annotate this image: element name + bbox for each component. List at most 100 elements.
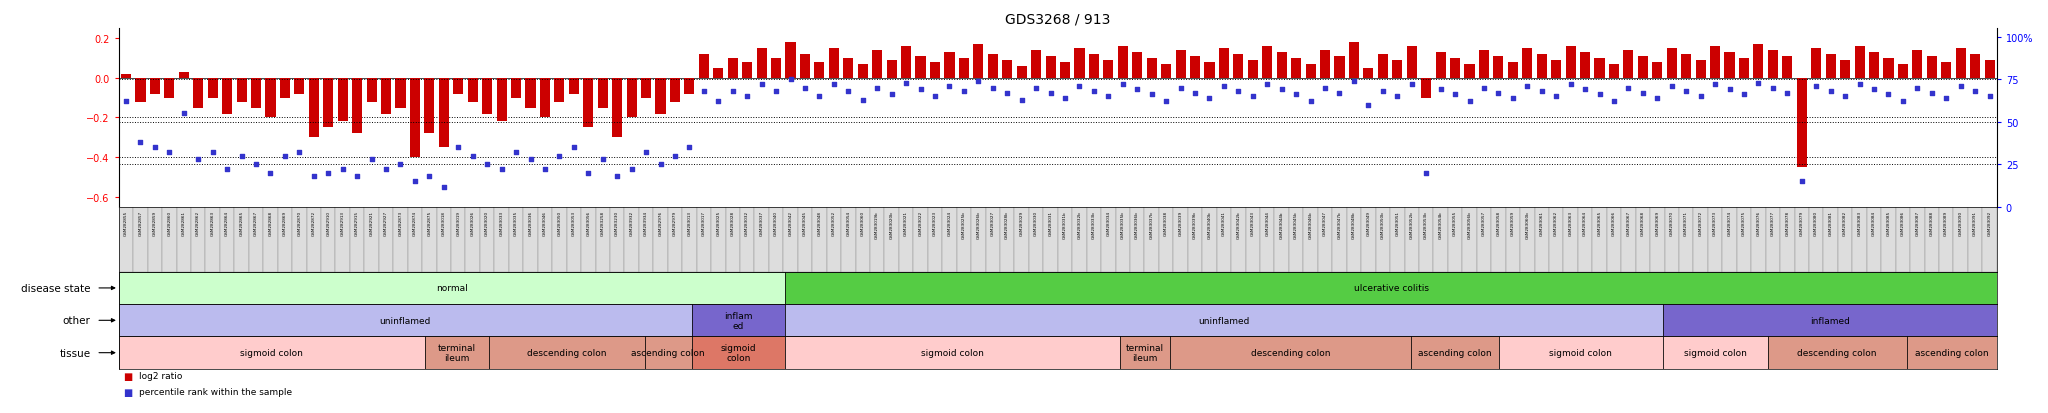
Bar bbox=[147, 207, 162, 272]
Bar bbox=[1710, 47, 1720, 78]
Point bbox=[586, 157, 618, 163]
Text: GSM282867: GSM282867 bbox=[254, 211, 258, 236]
Text: disease state: disease state bbox=[20, 283, 90, 293]
Bar bbox=[872, 51, 883, 78]
Bar bbox=[1855, 47, 1864, 78]
Text: GSM283068: GSM283068 bbox=[1640, 211, 1645, 236]
Bar bbox=[1462, 207, 1477, 272]
Point bbox=[1640, 95, 1673, 102]
Bar bbox=[899, 207, 913, 272]
Text: GSM282857: GSM282857 bbox=[139, 211, 143, 236]
Text: GSM283060b: GSM283060b bbox=[1526, 211, 1530, 238]
Text: percentile rank within the sample: percentile rank within the sample bbox=[139, 387, 293, 396]
Bar bbox=[610, 207, 625, 272]
Point bbox=[197, 150, 229, 157]
Bar bbox=[1133, 53, 1143, 78]
Bar bbox=[1622, 207, 1636, 272]
Bar bbox=[1911, 207, 1925, 272]
Text: GSM283075: GSM283075 bbox=[1743, 211, 1747, 236]
Point bbox=[1280, 92, 1313, 99]
Bar bbox=[598, 78, 608, 108]
Text: sigmoid colon: sigmoid colon bbox=[240, 348, 303, 357]
Point bbox=[717, 88, 750, 95]
Point bbox=[1800, 83, 1833, 90]
Point bbox=[934, 83, 967, 90]
Point bbox=[1683, 94, 1716, 100]
Text: GSM283060: GSM283060 bbox=[860, 211, 864, 236]
Bar bbox=[1579, 53, 1589, 78]
Text: GSM283053b: GSM283053b bbox=[1423, 211, 1427, 238]
Bar bbox=[625, 207, 639, 272]
Text: GSM282872: GSM282872 bbox=[311, 211, 315, 236]
Point bbox=[831, 88, 864, 95]
Bar bbox=[582, 207, 596, 272]
Text: GSM282860: GSM282860 bbox=[168, 211, 172, 236]
Bar bbox=[1913, 51, 1923, 78]
Bar bbox=[424, 337, 489, 369]
Text: GSM283089: GSM283089 bbox=[1944, 211, 1948, 236]
Point bbox=[268, 153, 301, 160]
Bar bbox=[1274, 207, 1288, 272]
Bar bbox=[856, 207, 870, 272]
Text: GSM283017: GSM283017 bbox=[702, 211, 707, 236]
Point bbox=[1266, 87, 1298, 93]
Bar bbox=[436, 207, 451, 272]
Text: GSM283077: GSM283077 bbox=[1772, 211, 1776, 236]
Text: GSM283057: GSM283057 bbox=[1483, 211, 1487, 236]
Bar bbox=[381, 78, 391, 114]
Point bbox=[1006, 97, 1038, 104]
Point bbox=[1135, 92, 1167, 99]
Bar bbox=[1638, 57, 1649, 78]
Bar bbox=[1477, 207, 1491, 272]
Point bbox=[543, 153, 575, 160]
Text: uninflamed: uninflamed bbox=[379, 316, 430, 325]
Bar bbox=[1333, 207, 1348, 272]
Bar bbox=[1694, 207, 1708, 272]
Bar bbox=[119, 272, 786, 304]
Point bbox=[1929, 95, 1962, 102]
Bar bbox=[844, 59, 854, 78]
Bar bbox=[786, 304, 1663, 337]
Text: GSM283019b: GSM283019b bbox=[874, 211, 879, 238]
Text: GSM283050: GSM283050 bbox=[557, 211, 561, 236]
Text: GSM282979: GSM282979 bbox=[674, 211, 678, 236]
Bar bbox=[985, 207, 999, 272]
Bar bbox=[1288, 207, 1303, 272]
Text: GSM283039: GSM283039 bbox=[1178, 211, 1182, 236]
Bar bbox=[682, 207, 696, 272]
Text: GSM283079: GSM283079 bbox=[1800, 211, 1804, 236]
Bar bbox=[858, 64, 868, 78]
Bar bbox=[481, 78, 492, 114]
Bar bbox=[1870, 53, 1880, 78]
Text: GSM283032: GSM283032 bbox=[745, 211, 750, 236]
Bar bbox=[1595, 59, 1604, 78]
Text: GSM283018: GSM283018 bbox=[442, 211, 446, 236]
Point bbox=[1106, 82, 1139, 88]
Text: GSM283080: GSM283080 bbox=[1815, 211, 1819, 236]
Text: GSM282855: GSM282855 bbox=[125, 211, 129, 236]
Bar bbox=[1577, 207, 1591, 272]
Text: terminal
ileum: terminal ileum bbox=[438, 343, 475, 363]
Bar bbox=[928, 207, 942, 272]
Bar bbox=[1491, 207, 1505, 272]
Text: GSM283021: GSM283021 bbox=[903, 211, 907, 236]
Bar bbox=[233, 207, 248, 272]
Point bbox=[1872, 92, 1905, 99]
Bar bbox=[150, 78, 160, 95]
Text: sigmoid
colon: sigmoid colon bbox=[721, 343, 756, 363]
Text: GSM283052b: GSM283052b bbox=[1409, 211, 1413, 238]
Bar bbox=[987, 55, 997, 78]
Bar bbox=[1851, 207, 1868, 272]
Text: GSM283048: GSM283048 bbox=[817, 211, 821, 236]
Bar bbox=[555, 78, 565, 102]
Bar bbox=[541, 78, 551, 118]
Point bbox=[369, 167, 401, 173]
Text: GSM283036b: GSM283036b bbox=[1135, 211, 1139, 238]
Text: GSM283061: GSM283061 bbox=[1540, 211, 1544, 236]
Point bbox=[514, 157, 547, 163]
Point bbox=[788, 85, 821, 92]
Bar bbox=[1681, 55, 1692, 78]
Bar bbox=[1436, 53, 1446, 78]
Text: GSM283084: GSM283084 bbox=[1872, 211, 1876, 236]
Bar bbox=[190, 207, 205, 272]
